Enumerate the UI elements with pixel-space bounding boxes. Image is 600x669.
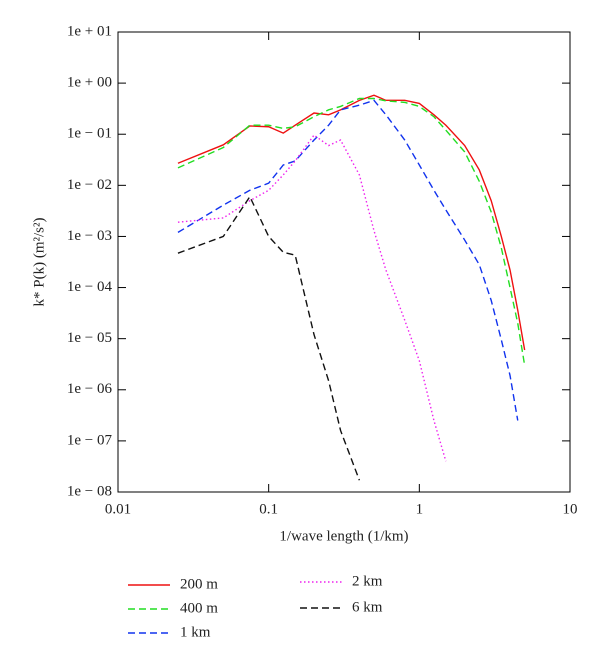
legend-label: 400 m [180,600,218,616]
y-tick-label: 1e − 01 [67,126,112,142]
series-line [177,195,361,481]
x-tick-label: 10 [563,501,578,517]
y-tick-label: 1e − 04 [67,279,113,295]
y-tick-label: 1e − 02 [67,177,112,193]
legend-label: 6 km [352,599,383,615]
legend-label: 200 m [180,576,218,592]
legend-label: 2 km [352,573,383,589]
y-tick-label: 1e + 00 [67,75,112,91]
x-tick-label: 0.1 [259,501,278,517]
series-line [177,99,519,421]
y-tick-label: 1e − 03 [67,228,112,244]
x-axis-label: 1/wave length (1/km) [279,528,408,544]
y-axis-label: k* P(k) (m²/s²) [31,218,47,307]
plot-frame [117,31,571,493]
y-tick-label: 1e − 05 [67,330,112,346]
series-line [177,97,526,366]
x-tick-label: 0.01 [105,501,131,517]
x-tick-label: 1 [416,501,424,517]
legend-label: 1 km [180,624,211,640]
y-tick-label: 1e + 01 [67,23,112,39]
y-tick-label: 1e − 07 [67,432,113,448]
series-line [177,134,447,462]
y-tick-label: 1e − 08 [67,483,112,499]
series-line [177,94,526,351]
plot-lines [177,94,526,481]
y-tick-label: 1e − 06 [67,381,113,397]
